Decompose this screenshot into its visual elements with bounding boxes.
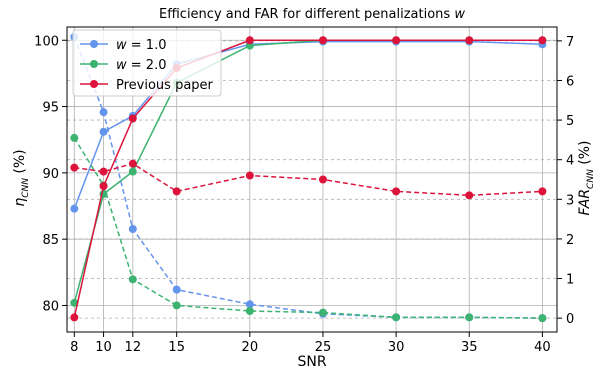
legend-marker [90,80,98,88]
series-2-efficiency-point [99,182,108,191]
y-axis-right-label: FARCNN (%) [577,141,596,216]
x-tick-label: 25 [315,340,332,355]
x-tick-label: 35 [461,340,478,355]
y-axis-right: 0 1 2 3 4 5 6 7 [557,35,574,327]
series-2-far-point [318,175,327,184]
series-0-far-point [99,108,108,117]
series-1-efficiency-point [128,167,137,176]
series-0-efficiency-point [70,204,79,213]
series-2-far-point [465,191,474,200]
x-tick-label: 40 [534,340,551,355]
x-axis: 8 10 12 15 20 25 30 35 40 [70,332,551,355]
legend-box [72,29,222,97]
y-axis-left-label: ηCNN (%) [12,149,31,206]
series-2-efficiency-point [318,36,327,45]
x-tick-label: 20 [242,340,259,355]
series-2-efficiency-point [70,313,79,322]
series-2-far-point [392,187,401,196]
y-left-tick-label: 80 [42,299,59,314]
series-2-far-point [245,171,254,180]
y-right-tick-label: 7 [566,35,574,50]
chart-title: Efficiency and FAR for different penaliz… [159,7,465,22]
x-tick-label: 8 [70,340,78,355]
series-2-far-line [74,162,543,197]
y-left-tick-label: 100 [34,34,59,49]
legend-label: Previous paper [116,78,214,93]
y-right-tick-label: 3 [566,193,574,208]
series-2-efficiency-point [128,114,137,123]
series-layer [70,32,547,323]
y-left-tick-label: 95 [42,101,59,116]
legend-marker [90,60,98,68]
x-axis-label: SNR [297,354,326,370]
series-1-far-point [538,314,547,323]
y-right-tick-label: 5 [566,114,574,129]
series-2-efficiency-point [538,36,547,45]
series-1-far-point [172,301,181,310]
series-1-far-point [70,133,79,142]
series-2-efficiency-point [465,36,474,45]
y-right-tick-label: 0 [566,312,574,327]
series-1-efficiency-point [70,298,79,307]
series-1-far-line [73,137,543,319]
series-2-far-point [70,163,79,172]
series-1-far-point [318,308,327,317]
plot-frame [66,26,558,333]
series-1-far-point [465,313,474,322]
series-2-far-point [172,187,181,196]
series-0-far-point [172,285,181,294]
legend-label: w = 1.0 [116,38,166,53]
y-right-tick-label: 2 [566,233,574,248]
series-2-efficiency-point [245,36,254,45]
x-tick-label: 12 [125,340,142,355]
series-2-far-point [128,159,137,168]
legend: w = 1.0 w = 2.0 Previous paper [72,29,222,97]
y-left-tick-label: 90 [42,167,59,182]
y-left-tick-label: 85 [42,233,59,248]
series-0-far-point [245,300,254,309]
series-1-far-point [245,307,254,316]
x-tick-label: 30 [388,340,405,355]
y-right-tick-label: 1 [566,273,574,288]
y-axis-left: 80 85 90 95 100 [34,34,67,314]
series-0-far-point [128,225,137,234]
x-tick-label: 10 [95,340,112,355]
series-2-efficiency-point [392,36,401,45]
series-1-far-point [392,313,401,322]
legend-marker [90,40,98,48]
x-tick-label: 15 [168,340,185,355]
legend-label: w = 2.0 [116,58,166,73]
y-right-tick-label: 6 [566,74,574,89]
series-1-far-point [128,275,137,284]
y-right-tick-label: 4 [566,154,574,169]
series-2-far-point [538,187,547,196]
series-2-far-point [99,167,108,176]
series-0-efficiency-point [99,127,108,136]
